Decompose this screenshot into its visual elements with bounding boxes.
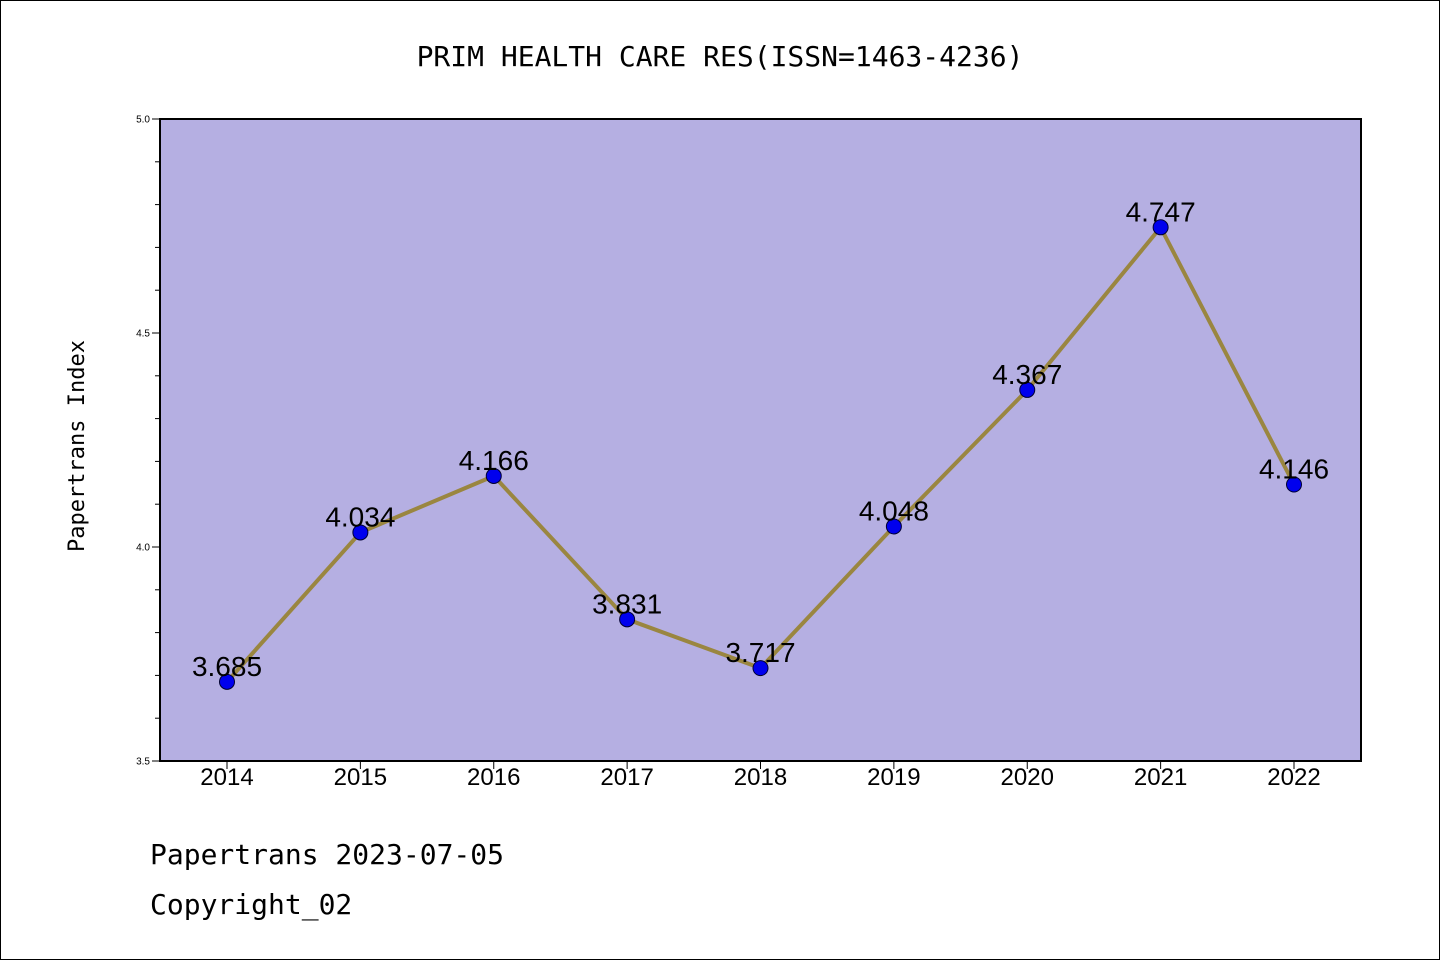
data-point xyxy=(752,660,769,677)
x-tick-label: 2015 xyxy=(334,764,387,791)
chart-title: PRIM HEALTH CARE RES(ISSN=1463-4236) xyxy=(417,40,1024,73)
data-point xyxy=(1019,381,1036,398)
data-label: 3.831 xyxy=(592,588,662,619)
x-tick-label: 2014 xyxy=(200,764,253,791)
data-label: 4.367 xyxy=(992,359,1062,390)
y-tick-label: 4.5 xyxy=(136,329,150,340)
x-tick-label: 2016 xyxy=(467,764,520,791)
data-label: 4.166 xyxy=(459,445,529,476)
data-point xyxy=(619,611,636,628)
y-axis: 3.5 4.0 4.5 5.0 xyxy=(136,115,160,768)
data-point xyxy=(1152,219,1169,236)
y-tick-label: 4.0 xyxy=(136,543,150,554)
data-labels-group: 3.685 4.034 4.166 3.831 3.717 4.048 4.367 4.747… xyxy=(192,196,1329,682)
data-point xyxy=(219,673,235,690)
x-tick-label: 2017 xyxy=(600,764,653,791)
y-tick-label: 3.5 xyxy=(136,757,150,768)
data-point xyxy=(1286,476,1302,493)
data-label: 4.034 xyxy=(325,501,395,532)
data-label: 3.685 xyxy=(192,651,262,682)
data-point xyxy=(885,518,902,535)
data-point xyxy=(485,467,502,484)
y-axis-label: Papertrans Index xyxy=(65,340,90,552)
markers-group xyxy=(219,219,1302,690)
footer-date: Papertrans 2023-07-05 xyxy=(150,838,504,871)
data-label: 4.146 xyxy=(1259,454,1329,485)
x-tick-label: 2021 xyxy=(1134,764,1187,791)
y-tick-label: 5.0 xyxy=(136,115,150,126)
data-label: 4.747 xyxy=(1126,196,1196,227)
x-axis: 2014 2015 2016 2017 2018 2019 2020 2021 2022 xyxy=(200,761,1321,791)
data-point xyxy=(352,524,369,541)
x-tick-label: 2019 xyxy=(867,764,920,791)
data-label: 4.048 xyxy=(859,495,929,526)
footer-copyright: Copyright_02 xyxy=(150,888,352,922)
x-tick-label: 2020 xyxy=(1001,764,1054,791)
x-tick-label: 2022 xyxy=(1267,764,1320,791)
data-label: 3.717 xyxy=(725,637,795,668)
x-tick-label: 2018 xyxy=(734,764,787,791)
